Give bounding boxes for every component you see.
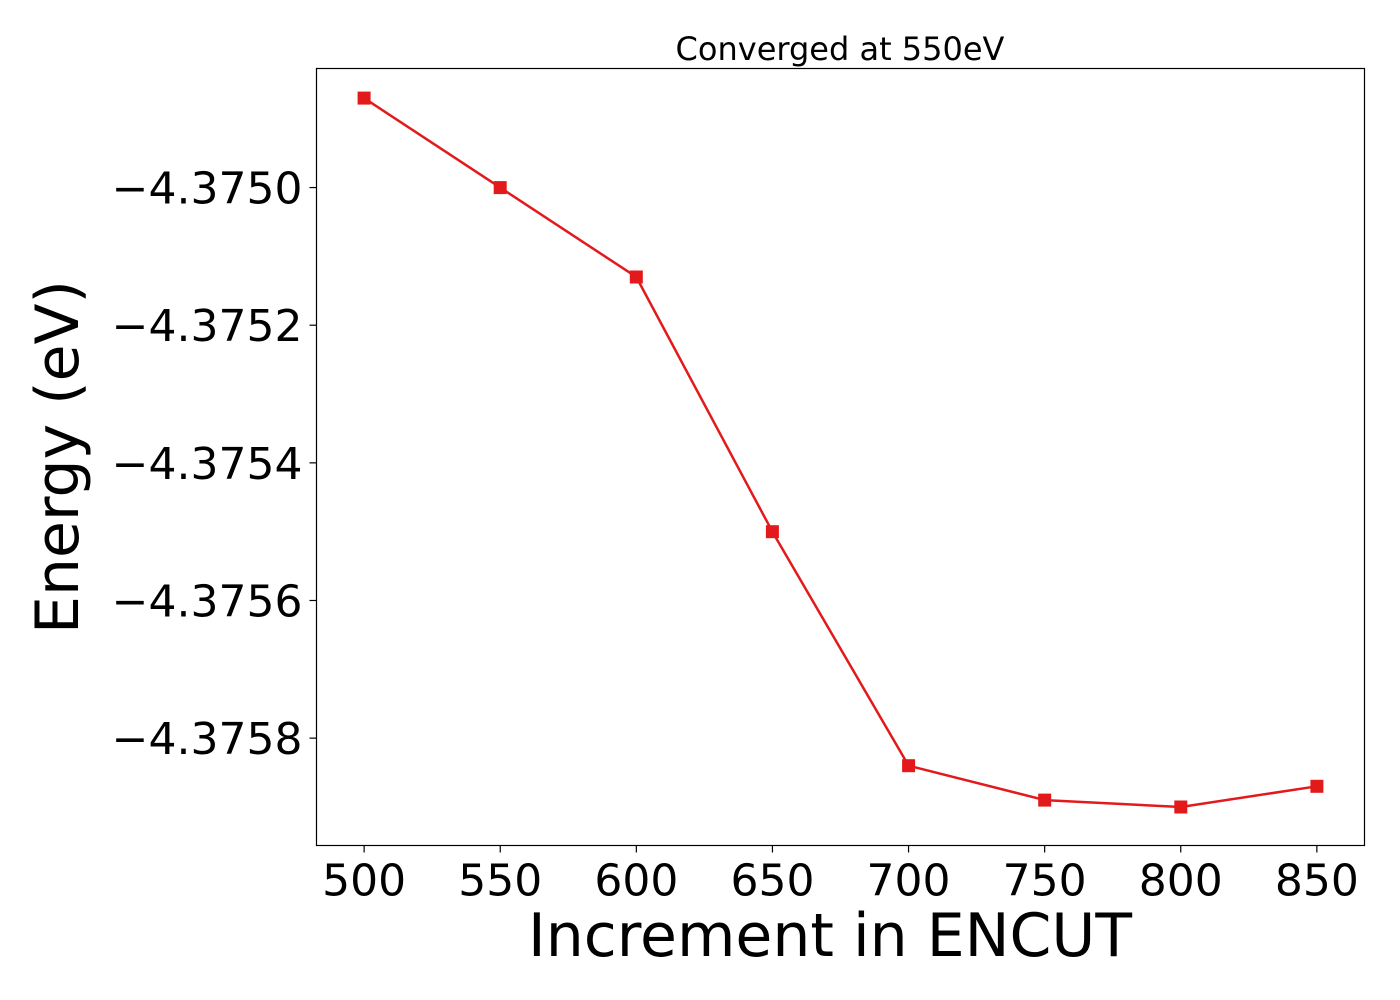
data-point-marker xyxy=(629,270,643,284)
x-axis-label: Increment in ENCUT xyxy=(528,901,1132,971)
y-axis-ticks: −4.3750 −4.3752 −4.3754 −4.3756 −4.3758 xyxy=(112,164,317,765)
x-tick-label: 650 xyxy=(730,856,814,907)
x-tick-label: 600 xyxy=(594,856,678,907)
y-tick-label: −4.3756 xyxy=(112,576,303,627)
y-tick-label: −4.3754 xyxy=(112,439,303,490)
plot-area xyxy=(315,67,1366,847)
series-line xyxy=(363,97,1318,809)
data-point-marker xyxy=(493,181,507,195)
data-point-marker xyxy=(1174,800,1188,814)
data-point-marker xyxy=(357,91,371,105)
x-tick-label: 700 xyxy=(867,856,951,907)
y-tick-label: −4.3752 xyxy=(112,301,303,352)
chart-title: Converged at 550eV xyxy=(676,30,1005,68)
x-axis-ticks: 500 550 600 650 700 750 800 850 xyxy=(322,845,1359,907)
series-group xyxy=(357,91,1324,814)
data-point-marker xyxy=(765,525,779,539)
x-tick-label: 550 xyxy=(458,856,542,907)
data-point-marker xyxy=(902,759,916,773)
y-tick-label: −4.3750 xyxy=(112,164,303,215)
x-tick-label: 800 xyxy=(1139,856,1223,907)
x-tick-label: 500 xyxy=(322,856,406,907)
data-point-marker xyxy=(1310,779,1324,793)
data-point-marker xyxy=(1038,793,1052,807)
y-tick-label: −4.3758 xyxy=(112,714,303,765)
x-tick-label: 750 xyxy=(1003,856,1087,907)
y-axis-label: Energy (eV) xyxy=(23,280,93,634)
x-tick-label: 850 xyxy=(1275,856,1359,907)
